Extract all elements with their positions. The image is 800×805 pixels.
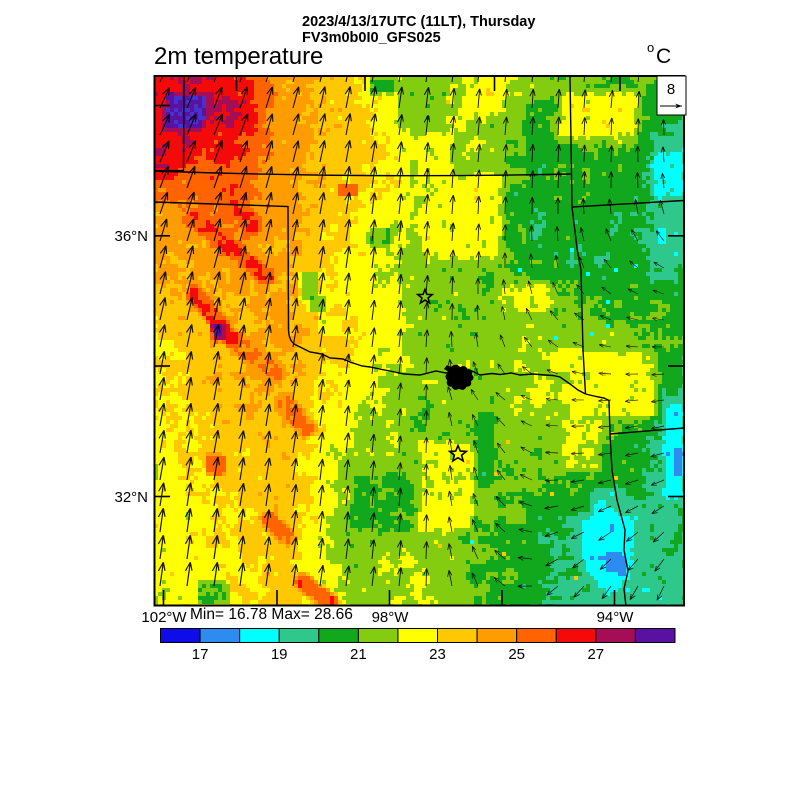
svg-text:Min= 16.78 Max= 28.66: Min= 16.78 Max= 28.66 — [190, 606, 353, 623]
svg-text:19: 19 — [271, 646, 288, 663]
svg-text:94°W: 94°W — [597, 609, 635, 626]
svg-text:25: 25 — [508, 646, 525, 663]
svg-text:98°W: 98°W — [372, 609, 410, 626]
svg-text:2023/4/13/17UTC (11LT), Thursd: 2023/4/13/17UTC (11LT), Thursday — [302, 14, 535, 30]
svg-text:FV3m0b0I0_GFS025: FV3m0b0I0_GFS025 — [302, 30, 441, 46]
svg-text:27: 27 — [587, 646, 604, 663]
svg-text:36°N: 36°N — [114, 228, 148, 245]
svg-text:32°N: 32°N — [114, 489, 148, 506]
svg-text:21: 21 — [350, 646, 367, 663]
svg-text:o: o — [647, 40, 654, 55]
svg-text:2m temperature: 2m temperature — [154, 43, 323, 70]
svg-text:23: 23 — [429, 646, 446, 663]
svg-text:102°W: 102°W — [141, 609, 187, 626]
svg-text:8: 8 — [667, 81, 675, 98]
svg-text:17: 17 — [192, 646, 209, 663]
svg-text:C: C — [656, 45, 671, 68]
